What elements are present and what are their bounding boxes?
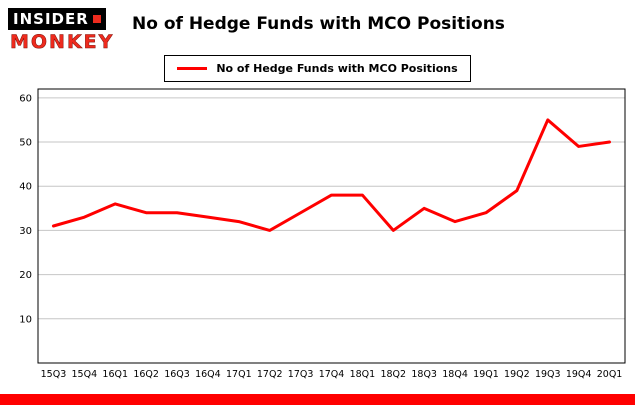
y-tick-label: 20 — [19, 270, 32, 281]
x-tick-label: 19Q1 — [473, 369, 499, 380]
x-tick-label: 15Q3 — [41, 369, 67, 380]
x-tick-label: 18Q4 — [442, 369, 468, 380]
insider-monkey-logo: INSIDER MONKEY — [8, 8, 116, 53]
x-tick-label: 16Q2 — [133, 369, 159, 380]
y-tick-label: 30 — [19, 226, 32, 237]
x-tick-label: 19Q4 — [566, 369, 592, 380]
line-chart: 10 20 30 40 50 60 15Q3 15Q4 16Q1 16Q2 16Q3 16Q4 17Q1… — [19, 88, 626, 380]
x-tick-label: 18Q3 — [411, 369, 437, 380]
x-tick-label: 19Q2 — [504, 369, 530, 380]
footer-red-strip — [0, 394, 635, 405]
y-tick-label: 60 — [19, 93, 32, 104]
logo-red-square-icon — [92, 15, 101, 23]
x-tick-label: 19Q3 — [535, 369, 561, 380]
x-tick-label: 16Q1 — [102, 369, 128, 380]
header: INSIDER MONKEY No of Hedge Funds with MC… — [0, 0, 635, 53]
x-tick-label: 17Q1 — [226, 369, 252, 380]
series-line — [51, 118, 612, 232]
x-tick-label: 16Q3 — [164, 369, 190, 380]
x-tick-label: 17Q4 — [319, 369, 345, 380]
legend: No of Hedge Funds with MCO Positions — [164, 55, 471, 82]
y-tick-label: 50 — [19, 138, 32, 149]
legend-line-swatch — [177, 67, 208, 70]
x-tick-label: 20Q1 — [597, 369, 623, 380]
x-tick-label: 18Q1 — [350, 369, 376, 380]
x-tick-label: 17Q2 — [257, 369, 283, 380]
x-tick-label: 17Q3 — [288, 369, 314, 380]
logo-insider-box: INSIDER — [8, 8, 106, 30]
y-tick-label: 10 — [19, 314, 32, 325]
x-tick-label: 16Q4 — [195, 369, 221, 380]
legend-label: No of Hedge Funds with MCO Positions — [216, 62, 458, 75]
x-tick-label: 15Q4 — [72, 369, 98, 380]
page-title: No of Hedge Funds with MCO Positions — [132, 14, 505, 34]
y-tick-label: 40 — [19, 182, 32, 193]
logo-monkey-text: MONKEY — [10, 31, 115, 54]
x-tick-label: 18Q2 — [380, 369, 406, 380]
logo-insider-text: INSIDER — [13, 10, 89, 28]
plot-frame — [37, 88, 626, 364]
